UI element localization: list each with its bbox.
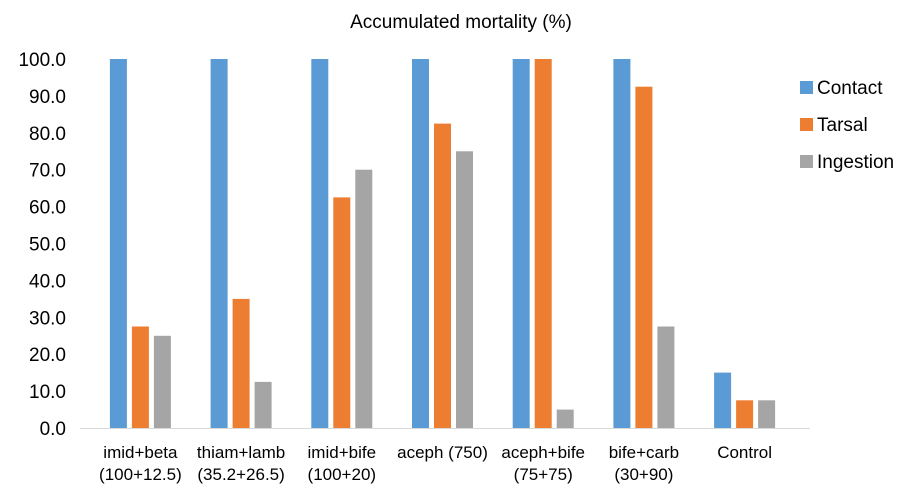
legend-swatch: [800, 155, 813, 168]
x-tick-label-line: aceph+bife: [501, 443, 585, 462]
x-tick-label-line: Control: [717, 443, 772, 462]
x-category-label: thiam+lamb (35.2+26.5): [197, 443, 285, 484]
bar-contact: [613, 59, 631, 428]
bar-ingestion: [153, 335, 171, 429]
x-tick-label-line: (35.2+26.5): [197, 465, 284, 484]
bar-ingestion: [456, 151, 473, 429]
y-tick-label: 50.0: [29, 235, 66, 256]
bar-ingestion: [355, 169, 373, 428]
bar-contact: [512, 59, 530, 428]
x-tick-label-line: aceph (750): [397, 443, 488, 462]
x-tick-label-line: (100+12.5): [99, 465, 182, 484]
chart-title: Accumulated mortality (%): [350, 12, 572, 33]
bar-contact: [412, 59, 429, 428]
y-tick-label: 90.0: [29, 87, 66, 108]
x-tick-label-line: thiam+lamb: [197, 443, 285, 462]
x-tick-label-line: bife+carb: [609, 443, 679, 462]
x-tick-label-line: imid+beta: [103, 443, 178, 462]
bar-contact: [714, 372, 732, 428]
bar-tarsal: [534, 59, 552, 428]
x-axis-labels: imid+beta (100+12.5) thiam+lamb (35.2+26.5)…: [99, 443, 772, 484]
x-tick-label-line: imid+bife: [308, 443, 377, 462]
legend-item-tarsal: Tarsal: [800, 115, 868, 136]
legend-item-ingestion: Ingestion: [800, 152, 894, 173]
bars: [109, 59, 776, 429]
bar-tarsal: [434, 123, 451, 428]
legend-label: Tarsal: [817, 115, 868, 136]
bar-tarsal: [736, 400, 754, 428]
y-tick-label: 70.0: [29, 161, 66, 182]
bar-tarsal: [635, 86, 653, 428]
y-tick-label: 80.0: [29, 124, 66, 145]
y-tick-label: 10.0: [29, 382, 66, 403]
y-tick-label: 60.0: [29, 198, 66, 219]
y-tick-label: 40.0: [29, 271, 66, 292]
y-tick-label: 20.0: [29, 345, 66, 366]
x-category-label: Control: [717, 443, 772, 462]
legend-swatch: [800, 118, 813, 131]
y-tick-label: 0.0: [40, 419, 66, 440]
bar-ingestion: [657, 326, 675, 428]
bar-ingestion: [556, 409, 574, 428]
y-tick-label: 30.0: [29, 308, 66, 329]
x-category-label: aceph (750): [397, 443, 488, 462]
bar-ingestion: [254, 381, 272, 428]
legend-swatch: [800, 81, 813, 94]
bar-contact: [210, 59, 228, 428]
x-tick-label-line: (75+75): [514, 465, 573, 484]
bar-tarsal: [131, 326, 149, 428]
x-tick-label-line: (100+20): [308, 465, 377, 484]
legend-label: Ingestion: [817, 152, 894, 173]
bar-contact: [311, 59, 329, 428]
bar-tarsal: [333, 197, 351, 428]
x-category-label: aceph+bife (75+75): [501, 443, 585, 484]
x-category-label: bife+carb (30+90): [609, 443, 679, 484]
x-category-label: imid+beta (100+12.5): [99, 443, 182, 484]
bar-ingestion: [758, 400, 776, 428]
bar-contact: [109, 59, 127, 428]
y-tick-label: 100.0: [18, 50, 66, 71]
legend: Contact Tarsal Ingestion: [800, 78, 894, 173]
y-axis-labels: 0.0 10.0 20.0 30.0 40.0 50.0 60.0 70.0 80.0 90.0 1…: [18, 50, 66, 440]
bar-tarsal: [232, 298, 250, 428]
x-category-label: imid+bife (100+20): [308, 443, 377, 484]
x-tick-label-line: (30+90): [614, 465, 673, 484]
legend-item-contact: Contact: [800, 78, 883, 99]
legend-label: Contact: [817, 78, 883, 99]
